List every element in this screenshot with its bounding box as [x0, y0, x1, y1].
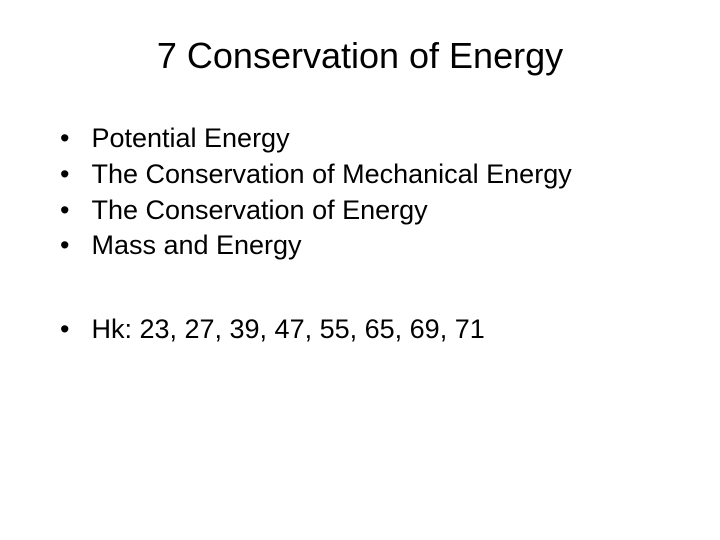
slide-title: 7 Conservation of Energy: [50, 35, 670, 77]
bullet-icon: •: [60, 158, 69, 192]
homework-text: Hk: 23, 27, 39, 47, 55, 65, 69, 71: [91, 313, 670, 347]
topic-text: Mass and Energy: [91, 229, 670, 263]
bullet-icon: •: [60, 313, 69, 347]
topic-text: The Conservation of Mechanical Energy: [91, 158, 670, 192]
list-item: • The Conservation of Mechanical Energy: [50, 158, 670, 192]
homework-list: • Hk: 23, 27, 39, 47, 55, 65, 69, 71: [50, 313, 670, 347]
list-item: • Hk: 23, 27, 39, 47, 55, 65, 69, 71: [50, 313, 670, 347]
topic-text: Potential Energy: [91, 122, 670, 156]
bullet-icon: •: [60, 194, 69, 228]
list-item: • Potential Energy: [50, 122, 670, 156]
bullet-icon: •: [60, 229, 69, 263]
list-item: • The Conservation of Energy: [50, 194, 670, 228]
topic-text: The Conservation of Energy: [91, 194, 670, 228]
bullet-icon: •: [60, 122, 69, 156]
topics-list: • Potential Energy • The Conservation of…: [50, 122, 670, 263]
list-item: • Mass and Energy: [50, 229, 670, 263]
